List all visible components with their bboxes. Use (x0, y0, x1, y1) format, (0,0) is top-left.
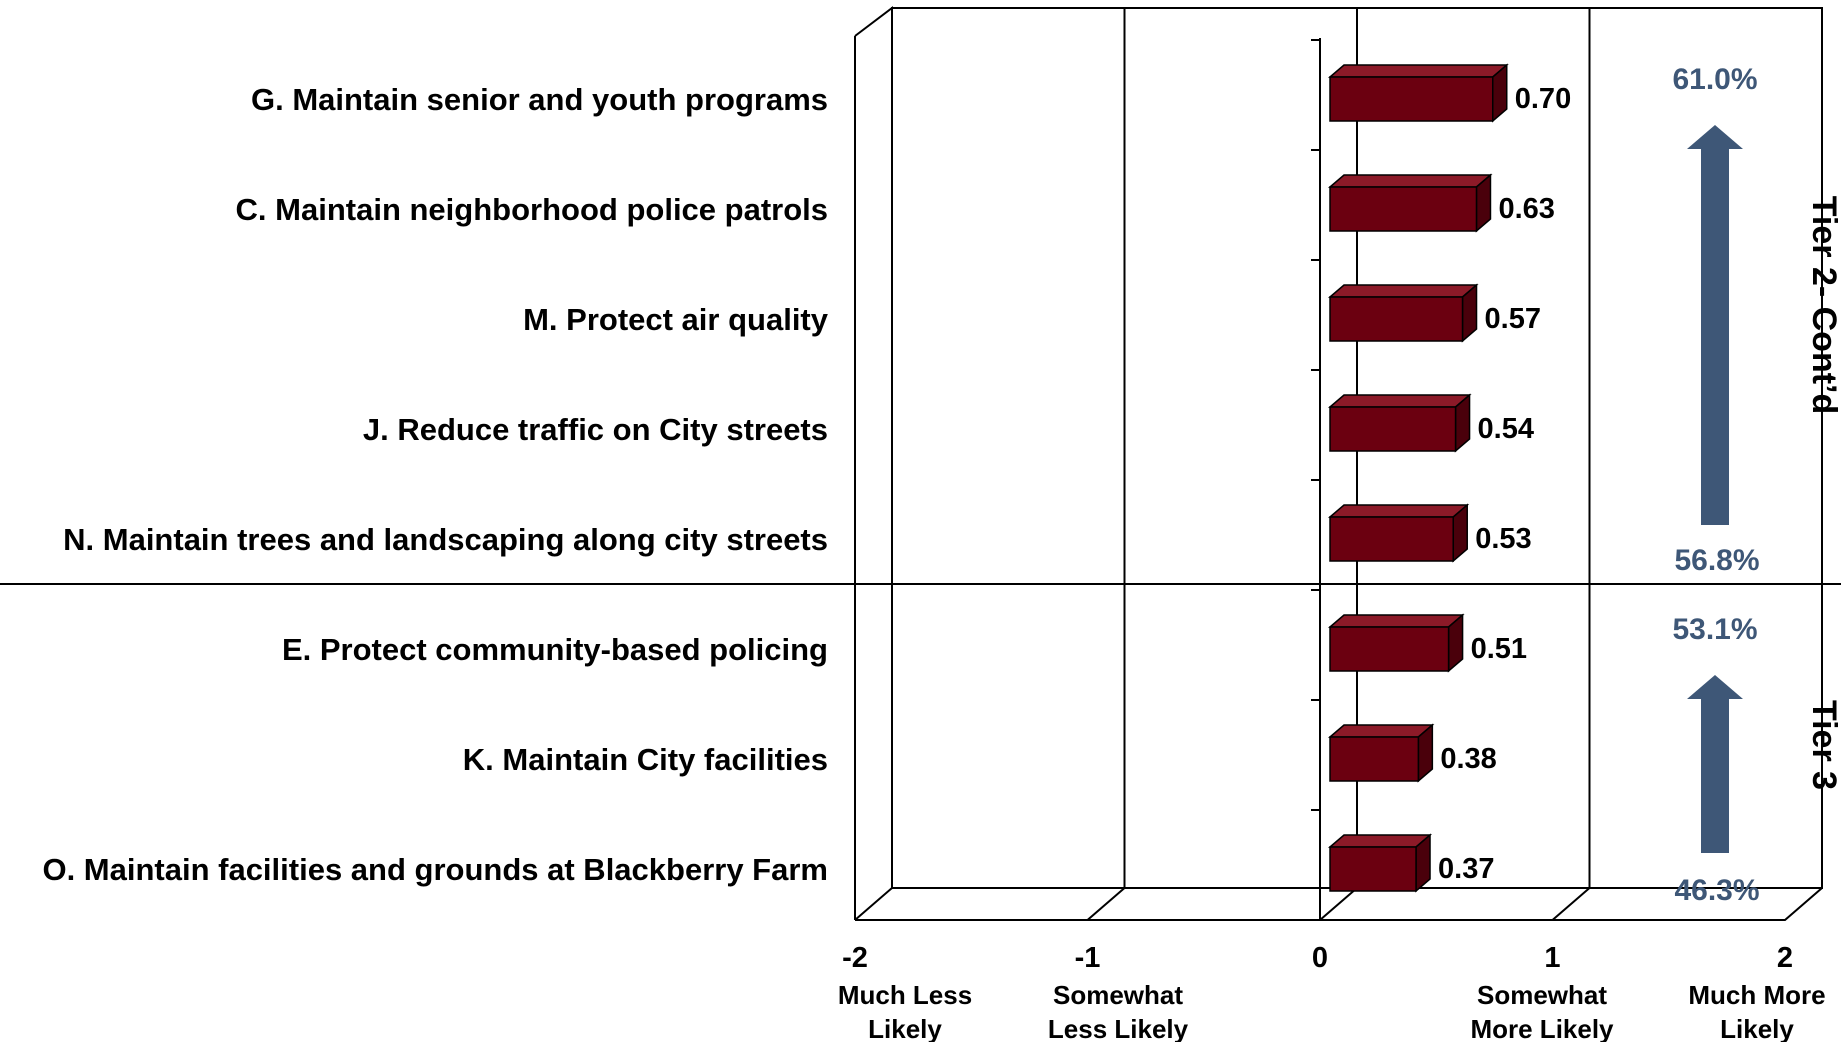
floor-gridline (1319, 887, 1358, 921)
bar (1327, 833, 1433, 893)
floor-front-edge (855, 887, 1823, 921)
tier-percent-bottom: 46.3% (1674, 874, 1759, 907)
tier-percent-bottom: 56.8% (1674, 544, 1759, 577)
category-label: J. Reduce traffic on City streets (363, 412, 828, 447)
x-tick-description: Much Less (838, 980, 972, 1010)
floor-gridline (1086, 887, 1126, 921)
data-label: 0.57 (1485, 303, 1541, 335)
tier-percent-top: 53.1% (1672, 613, 1757, 646)
bar-front-face (1329, 186, 1478, 232)
data-label: 0.53 (1475, 523, 1531, 555)
bar-top-face (1327, 394, 1472, 408)
data-label: 0.38 (1440, 743, 1496, 775)
x-tick-label: 2 (1777, 942, 1793, 974)
x-axis: -2 Much Less Likely -1 Somewhat Less Likely 0 1… (838, 38, 1826, 1042)
category-label: G. Maintain senior and youth programs (251, 82, 828, 117)
data-label: 0.54 (1478, 413, 1534, 445)
x-tick-label: 0 (1312, 942, 1328, 974)
bar (1327, 393, 1472, 453)
bar-front-face (1329, 516, 1454, 562)
category-label: E. Protect community-based policing (282, 632, 828, 667)
x-tick-label: 1 (1544, 942, 1560, 974)
category-label: C. Maintain neighborhood police patrols (236, 192, 828, 227)
data-label: 0.37 (1438, 853, 1494, 885)
bar (1327, 723, 1435, 783)
x-tick-description: Likely (868, 1014, 942, 1042)
bar-top-face (1327, 174, 1493, 188)
data-label: 0.51 (1471, 633, 1527, 665)
x-tick-description: Much More (1688, 980, 1825, 1010)
x-tick-description: Less Likely (1048, 1014, 1189, 1042)
bar-top-face (1327, 504, 1470, 518)
bar (1327, 613, 1465, 673)
category-label: K. Maintain City facilities (463, 742, 828, 777)
up-arrow-icon (1687, 125, 1743, 525)
bar-top-face (1327, 64, 1509, 78)
tier-annotations: 61.0% 56.8% Tier 2- Cont’d 53.1% 46.3% Tier 3 (1672, 63, 1841, 907)
bar-front-face (1329, 406, 1457, 452)
x-tick-description: More Likely (1470, 1014, 1614, 1042)
data-label: 0.63 (1498, 193, 1554, 225)
bar-series: 0.70 0.63 0.57 0.54 0.53 0.51 0.38 0.37 (1327, 63, 1571, 893)
bar-front-face (1329, 296, 1464, 342)
category-label: O. Maintain facilities and grounds at Bl… (42, 852, 828, 887)
bar (1327, 173, 1493, 233)
tier-label: Tier 3 (1805, 700, 1841, 790)
side-wall (854, 5, 893, 921)
bar-top-face (1327, 724, 1435, 738)
x-tick-description: Likely (1720, 1014, 1794, 1042)
x-tick-description: Somewhat (1053, 980, 1183, 1010)
tier-percent-top: 61.0% (1672, 63, 1757, 96)
chart-frame (0, 5, 1841, 921)
floor-gridline (1551, 887, 1591, 921)
bar (1327, 283, 1479, 343)
category-label: N. Maintain trees and landscaping along … (63, 522, 828, 557)
category-labels: G. Maintain senior and youth programs C. … (42, 82, 828, 887)
bar-top-face (1327, 284, 1479, 298)
bar-front-face (1329, 846, 1417, 892)
x-tick-label: -2 (842, 942, 868, 974)
bar-front-face (1329, 626, 1450, 672)
bar-top-face (1327, 834, 1433, 848)
bar-front-face (1329, 736, 1420, 782)
category-label: M. Protect air quality (523, 302, 829, 337)
bar (1327, 63, 1509, 123)
x-tick-label: -1 (1075, 942, 1101, 974)
data-label: 0.70 (1515, 83, 1571, 115)
bar-front-face (1329, 76, 1494, 122)
tier-label: Tier 2- Cont’d (1805, 196, 1841, 415)
bar-top-face (1327, 614, 1465, 628)
x-tick-description: Somewhat (1477, 980, 1607, 1010)
bar (1327, 503, 1470, 563)
up-arrow-icon (1687, 675, 1743, 853)
